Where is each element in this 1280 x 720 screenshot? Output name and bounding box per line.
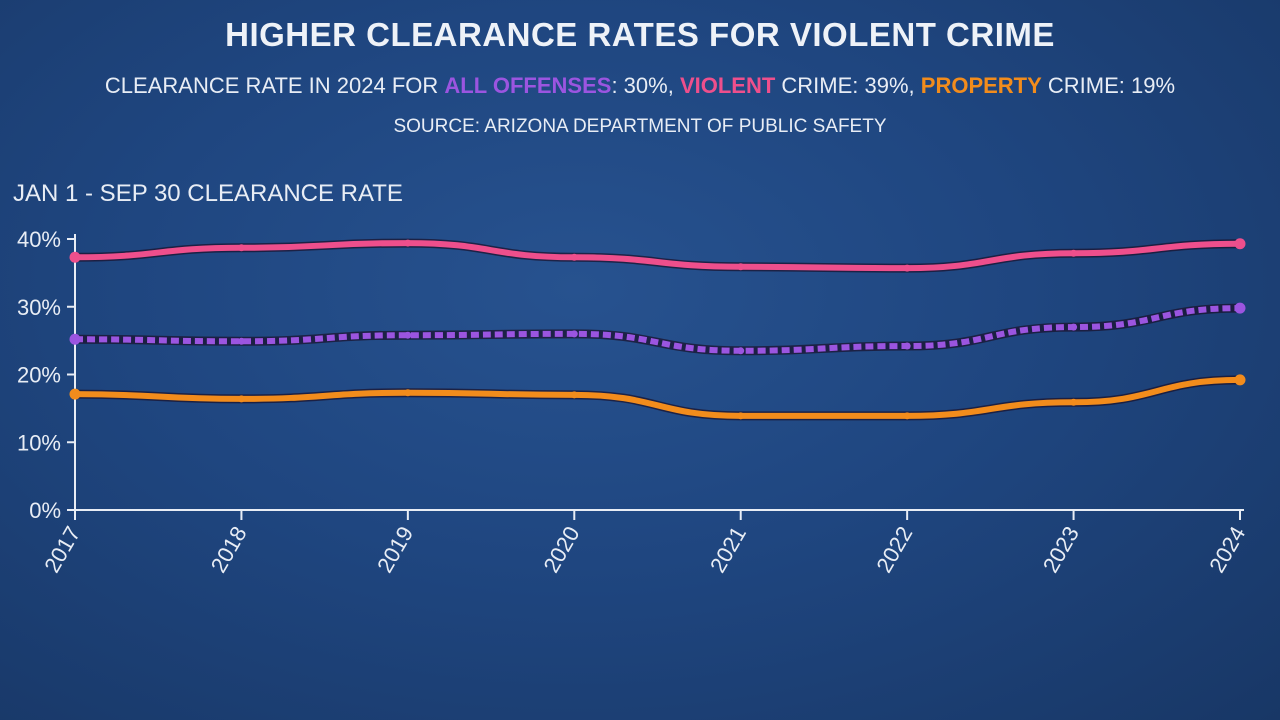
data-point-property (1234, 374, 1246, 386)
y-tick-label: 30% (17, 295, 61, 320)
data-point-property (737, 412, 745, 420)
x-tick-label: 2017 (39, 522, 85, 577)
x-tick-label: 2022 (871, 522, 917, 577)
data-point-violent (570, 253, 578, 261)
data-point-all-offenses (69, 333, 81, 345)
series-line-property (74, 376, 1241, 419)
x-tick-label: 2023 (1038, 522, 1084, 577)
subtitle-segment: CRIME: 39%, (775, 73, 921, 98)
chart-source: SOURCE: ARIZONA DEPARTMENT OF PUBLIC SAF… (393, 116, 887, 137)
y-tick-label: 10% (17, 430, 61, 455)
x-tick-label: 2024 (1204, 522, 1250, 577)
data-point-all-offenses (1070, 323, 1078, 331)
data-point-all-offenses (737, 347, 745, 355)
data-point-violent (737, 263, 745, 271)
data-point-violent (404, 239, 412, 247)
chart-title: HIGHER CLEARANCE RATES FOR VIOLENT CRIME (225, 16, 1055, 53)
x-tick-label: 2021 (705, 522, 751, 577)
data-point-all-offenses (1234, 302, 1246, 314)
series-line-violent (74, 240, 1241, 272)
data-point-all-offenses (570, 330, 578, 338)
data-point-property (237, 395, 245, 403)
x-tick-label: 2019 (372, 522, 418, 577)
data-point-property (404, 389, 412, 397)
series-line-all-offenses (74, 305, 1241, 354)
subtitle-segment: ALL OFFENSES (444, 73, 612, 98)
chart-subtitle: CLEARANCE RATE IN 2024 FOR ALL OFFENSES:… (0, 73, 1280, 99)
data-point-violent (903, 264, 911, 272)
subtitle-segment: VIOLENT (679, 73, 776, 98)
subtitle-segment: CLEARANCE RATE IN 2024 FOR (104, 73, 445, 98)
data-point-property (903, 412, 911, 420)
y-axis-title: JAN 1 - SEP 30 CLEARANCE RATE (13, 180, 403, 207)
data-point-violent (237, 244, 245, 252)
x-tick-label: 2018 (206, 522, 252, 577)
data-point-property (1070, 398, 1078, 406)
y-tick-label: 0% (29, 498, 61, 523)
data-point-violent (1234, 238, 1246, 250)
data-point-property (570, 391, 578, 399)
y-tick-label: 20% (17, 363, 61, 388)
data-point-all-offenses (404, 331, 412, 339)
data-point-all-offenses (903, 342, 911, 350)
subtitle-segment: CRIME: 19% (1041, 73, 1176, 98)
y-tick-label: 40% (17, 227, 61, 252)
data-point-all-offenses (237, 337, 245, 345)
data-point-property (69, 388, 81, 400)
data-point-violent (69, 251, 81, 263)
subtitle-segment: PROPERTY (920, 73, 1042, 98)
subtitle-segment: : 30%, (611, 73, 680, 98)
data-point-violent (1070, 249, 1078, 257)
x-tick-label: 2020 (538, 522, 584, 577)
